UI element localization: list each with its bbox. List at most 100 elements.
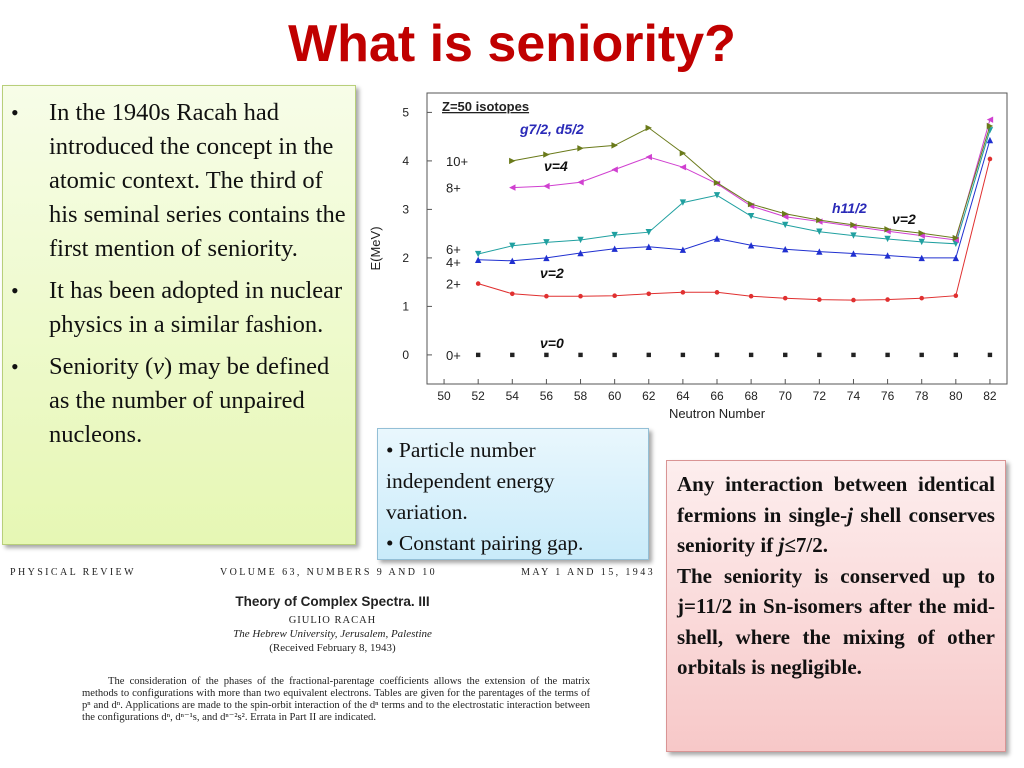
data-point [850,250,857,257]
x-tick-label: 74 [847,389,861,403]
data-point [577,179,584,186]
data-point [884,226,891,233]
paper-received: (Received February 8, 1943) [269,642,396,654]
data-point [509,257,516,265]
x-tick-label: 70 [779,389,793,403]
data-point [509,291,515,297]
x-tick-label: 62 [642,389,656,403]
x-tick-label: 80 [949,389,963,403]
chart-title: Z=50 isotopes [442,99,529,114]
conservation-paragraph: Any interaction between identical fermio… [677,469,995,561]
seniority-label-v0: ν=0 [540,335,564,351]
series-line-2plus [478,158,991,301]
data-point [783,352,788,358]
data-point [747,200,755,208]
data-point [679,246,687,253]
data-point [714,290,720,295]
data-point [474,256,482,264]
data-point [474,250,482,258]
spin-label-10: 10+ [446,154,468,169]
y-axis-label: E(MeV) [368,226,383,270]
data-point [611,142,618,149]
data-point [817,352,822,358]
data-point [645,153,652,161]
x-tick-label: 50 [437,389,451,403]
data-point [611,245,618,252]
data-point [918,254,925,262]
text-run: shell conserves seniority if [677,502,995,558]
data-point [713,179,721,186]
bullet-racah: • In the 1940s Racah had introduced the c… [11,96,347,266]
data-point [475,281,481,286]
y-tick-label: 0 [402,348,409,362]
bullet-marker: • [386,531,394,555]
data-point [817,297,822,302]
data-point [919,295,925,301]
data-point [918,232,925,239]
data-point [919,352,924,358]
paper-author: GIULIO RACAH [288,615,377,626]
sn-isotopes-chart: 50 52 54 56 58 60 62 64 66 68 70 72 74 76 78 80 82 0 1 2 3 4 5… [368,92,1008,421]
data-point [475,352,481,358]
data-point [953,352,959,358]
y-tick-label: 5 [402,105,409,119]
data-point [850,232,857,239]
energy-notes-box: • Particle number independent energy var… [377,428,649,560]
series-line-10plus [512,125,991,239]
series-line-6plus [478,130,991,255]
data-point [953,293,959,299]
spin-label-0: 0+ [446,348,461,363]
data-point [816,248,823,255]
data-point [885,352,890,358]
bullet-marker: • [11,100,19,125]
data-point [714,352,720,358]
data-point [578,352,583,358]
data-point [680,290,686,295]
data-point [679,199,687,206]
data-point [816,228,823,235]
data-point [577,236,584,244]
paper-abstract: The consideration of the phases of the f… [82,676,590,723]
data-point [645,124,652,132]
data-point [747,212,755,220]
data-point [509,157,516,165]
data-point [679,149,687,157]
journal-date: MAY 1 AND 15, 1943 [521,567,655,578]
data-point [543,182,550,190]
data-point [611,166,618,173]
data-point [782,245,789,253]
journal-name: PHYSICAL REVIEW [10,567,136,578]
x-tick-label: 52 [471,389,485,403]
bullet-text: In the 1940s Racah had introduced the co… [49,99,346,262]
j-symbol: j [847,502,853,527]
bullet-marker: • [386,438,394,462]
data-point [543,151,550,158]
note-text: Constant pairing gap. [398,531,584,555]
seniority-conservation-box: Any interaction between identical fermio… [666,460,1006,752]
x-tick-label: 54 [506,389,520,403]
data-point [952,254,960,262]
data-point [713,192,721,199]
data-point [577,145,584,152]
data-point [577,249,584,257]
orbital-label-h: h11/2 [832,200,867,216]
data-point [986,116,994,123]
data-point [952,234,960,242]
bullet-seniority-definition: • Seniority (v) may be defined as the num… [11,350,347,452]
x-tick-label: 60 [608,389,622,403]
x-tick-label: 72 [813,389,827,403]
data-point [509,242,516,249]
data-point [544,352,549,358]
data-point [747,242,755,249]
data-point [509,184,516,191]
data-point [510,352,515,358]
note-item: • Particle number independent energy var… [386,435,640,528]
x-tick-label: 64 [676,389,690,403]
data-point [850,221,857,229]
data-point [611,231,618,239]
paper-title: Theory of Complex Spectra. III [235,594,430,609]
x-tick-label: 56 [540,389,554,403]
data-point [816,216,823,224]
y-tick-label: 1 [402,299,409,313]
bullet-text: Seniority ( [49,353,154,380]
